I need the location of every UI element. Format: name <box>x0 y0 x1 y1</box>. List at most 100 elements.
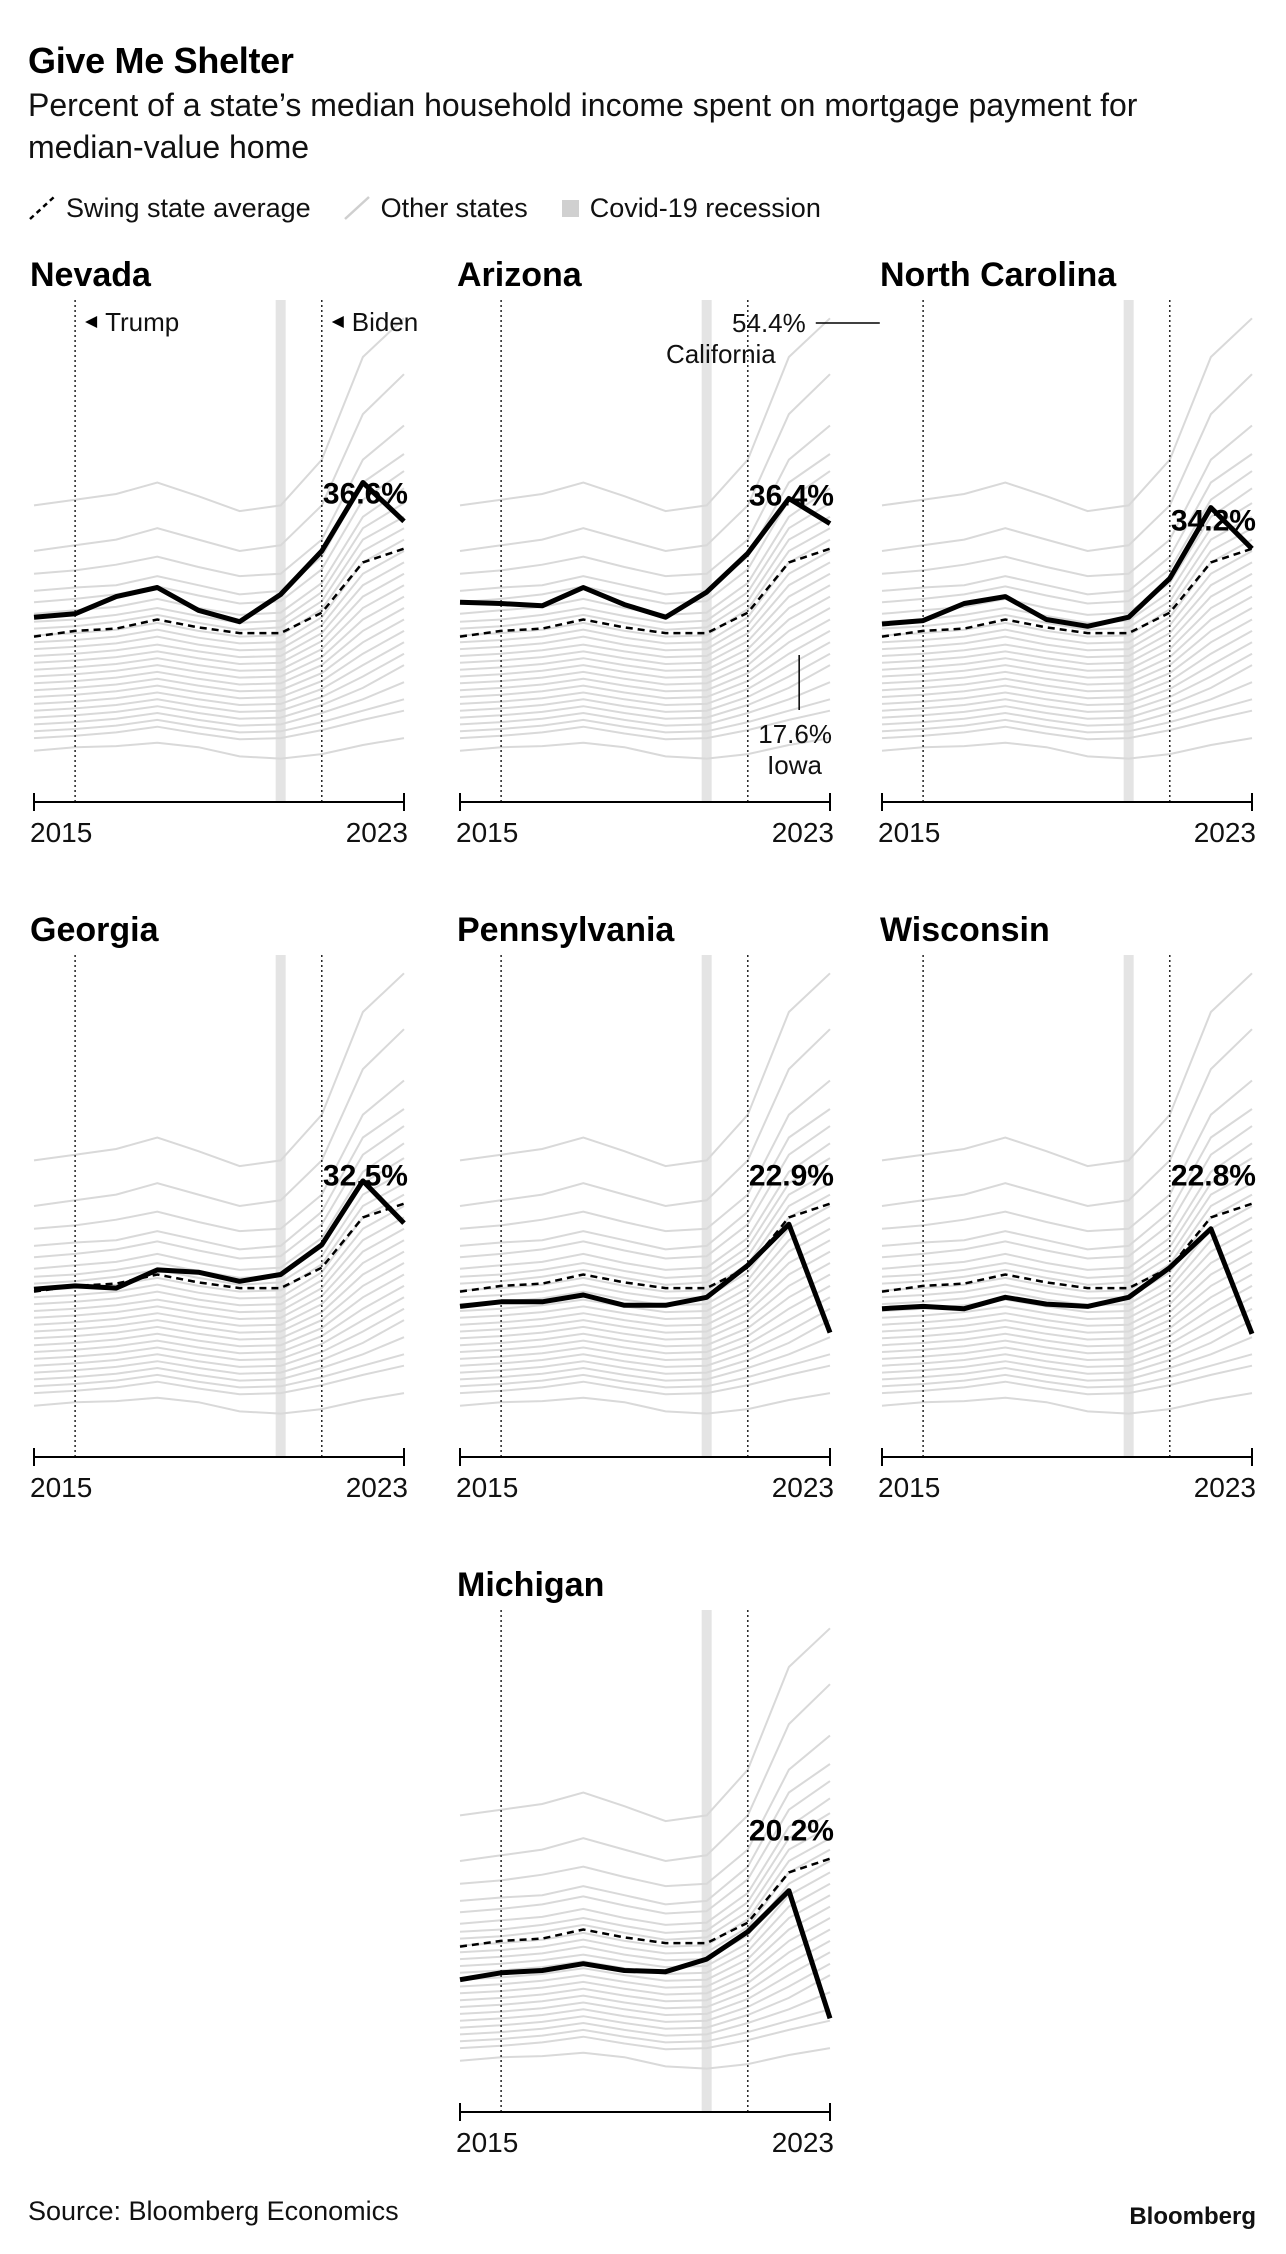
other-state-line <box>33 1250 405 1334</box>
other-state-line <box>459 737 831 760</box>
other-state-line <box>881 652 1253 713</box>
other-state-line <box>881 1239 1253 1327</box>
other-state-line <box>33 972 405 1168</box>
other-state-line <box>33 1392 405 1415</box>
brand-logo: Bloomberg <box>1129 2203 1256 2230</box>
other-state-line <box>459 2047 831 2070</box>
other-state-line <box>33 1205 405 1307</box>
other-state-line <box>459 572 831 666</box>
state-value-label: 20.2% <box>749 1815 834 1848</box>
other-state-line <box>459 1307 831 1368</box>
other-state-line <box>881 487 1253 616</box>
other-state-line <box>459 630 831 700</box>
state-value-label: 22.8% <box>1171 1160 1256 1193</box>
state-value-label: 22.9% <box>749 1160 834 1193</box>
other-state-line <box>459 515 831 631</box>
other-state-line <box>881 515 1253 631</box>
other-state-line <box>459 538 831 645</box>
other-state-line <box>459 2019 831 2051</box>
other-state-line <box>459 1108 831 1251</box>
other-state-line <box>33 607 405 686</box>
other-state-line <box>881 1353 1253 1389</box>
other-state-line <box>33 550 405 652</box>
other-state-line <box>33 1353 405 1389</box>
other-state-line <box>459 1812 831 1934</box>
other-state-line <box>459 1227 831 1321</box>
panel-michigan: 20.2% 2015 2023 <box>456 1610 834 2158</box>
covid-recession-band <box>701 1610 712 2112</box>
other-state-line <box>459 1392 831 1415</box>
other-state-line <box>33 652 405 713</box>
other-state-line <box>33 1125 405 1260</box>
other-state-line <box>459 453 831 596</box>
other-state-line <box>881 527 1253 638</box>
state-value-label: 34.2% <box>1171 505 1256 538</box>
panel-title-wisconsin: Wisconsin <box>880 911 1050 949</box>
chart-title: Give Me Shelter <box>28 40 294 81</box>
other-state-line <box>881 1336 1253 1382</box>
source-note: Source: Bloomberg Economics <box>28 2196 399 2226</box>
other-state-line <box>881 1182 1253 1293</box>
other-state-line <box>459 502 831 624</box>
other-state-line <box>459 1364 831 1396</box>
other-state-line <box>459 607 831 686</box>
panel-title-michigan: Michigan <box>457 1566 605 1604</box>
other-state-line <box>459 1296 831 1362</box>
other-state-line <box>459 972 831 1168</box>
other-state-line <box>459 1182 831 1293</box>
other-state-line <box>881 1250 1253 1334</box>
other-state-line <box>33 1079 405 1233</box>
other-state-line <box>33 572 405 666</box>
other-state-line <box>881 550 1253 652</box>
other-state-line <box>33 1273 405 1348</box>
state-value-label: 32.5% <box>323 1160 408 1193</box>
legend-covid: Covid-19 recession <box>560 193 821 224</box>
other-state-line <box>459 1239 831 1327</box>
other-state-line <box>459 1871 831 1969</box>
x-tick-label: 2023 <box>772 1472 834 1503</box>
state-line <box>459 496 832 620</box>
other-state-line <box>881 1307 1253 1368</box>
other-state-line <box>459 1028 831 1208</box>
vline-label-trump: Trump <box>105 307 179 337</box>
other-state-line <box>881 1319 1253 1375</box>
other-state-line <box>459 1848 831 1955</box>
other-state-line <box>881 584 1253 672</box>
iowa-value-label: 17.6% <box>758 719 832 749</box>
state-line <box>881 1226 1255 1335</box>
other-state-line <box>459 1216 831 1314</box>
other-state-line <box>459 317 831 513</box>
panel-georgia: 32.5% 2015 2023 <box>30 955 408 1503</box>
other-state-line <box>881 664 1253 720</box>
state-line <box>33 480 406 625</box>
other-state-line <box>33 1364 405 1396</box>
other-state-line <box>459 1837 831 1948</box>
other-state-line <box>459 1627 831 1823</box>
other-state-line <box>459 1319 831 1375</box>
other-state-line <box>33 1216 405 1314</box>
other-state-line <box>459 1797 831 1926</box>
other-state-line <box>459 1951 831 2017</box>
other-state-line <box>881 698 1253 734</box>
x-tick-label: 2015 <box>878 817 940 848</box>
other-state-line <box>33 664 405 720</box>
state-value-label: 36.4% <box>749 480 834 513</box>
other-state-line <box>459 1170 831 1286</box>
other-state-line <box>881 1108 1253 1251</box>
other-state-line <box>881 1227 1253 1321</box>
other-state-line <box>33 1028 405 1208</box>
other-state-line <box>881 1125 1253 1260</box>
other-state-line <box>459 1683 831 1863</box>
other-state-line <box>459 1353 831 1389</box>
other-state-line <box>459 1780 831 1915</box>
swing-average-line <box>881 1202 1253 1293</box>
other-state-line <box>33 1193 405 1300</box>
swing-average-line <box>459 547 831 638</box>
other-state-line <box>33 709 405 741</box>
other-state-line <box>459 681 831 727</box>
other-state-line <box>459 1940 831 2010</box>
x-tick-label: 2015 <box>30 1472 92 1503</box>
other-state-line <box>33 584 405 672</box>
swing-line-icon <box>29 196 55 220</box>
other-state-line <box>459 1991 831 2037</box>
